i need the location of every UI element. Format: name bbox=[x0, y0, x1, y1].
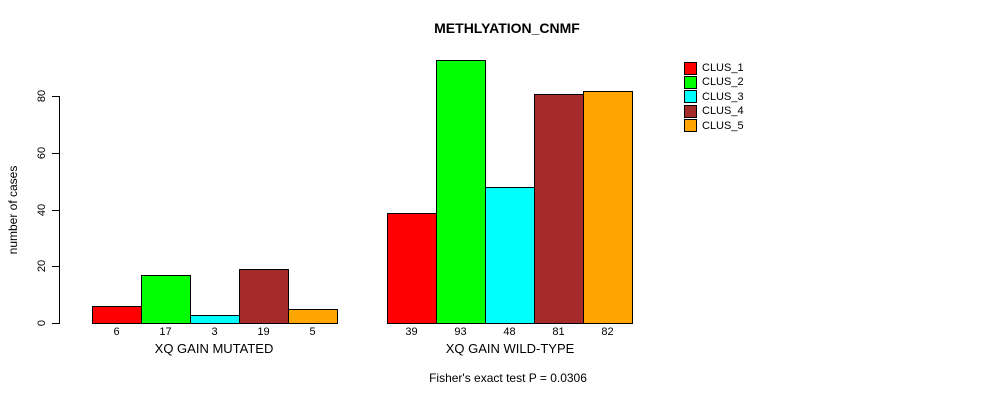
bar-count-label: 93 bbox=[454, 326, 467, 338]
legend: CLUS_1 CLUS_2 CLUS_3 CLUS_4 CLUS_5 bbox=[684, 61, 744, 133]
bar-count-label: 19 bbox=[257, 326, 270, 338]
y-tick-label: 60 bbox=[36, 146, 48, 160]
y-tick-mark bbox=[52, 323, 60, 324]
y-tick-label: 0 bbox=[36, 319, 48, 327]
y-tick-mark bbox=[52, 153, 60, 154]
bar-clus_1 bbox=[92, 306, 142, 324]
bar-count-label: 6 bbox=[113, 326, 120, 338]
legend-label: CLUS_1 bbox=[702, 62, 744, 74]
bar-clus_4 bbox=[239, 269, 289, 324]
bar-count-label: 39 bbox=[405, 326, 418, 338]
y-tick-label: 20 bbox=[36, 259, 48, 273]
legend-swatch-clus_3 bbox=[684, 90, 697, 104]
y-tick-label: 40 bbox=[36, 203, 48, 217]
bar-clus_3 bbox=[485, 187, 535, 324]
bar-count-label: 82 bbox=[601, 326, 614, 338]
legend-swatch-clus_1 bbox=[684, 61, 697, 75]
bar-count-label: 81 bbox=[552, 326, 565, 338]
y-axis-line bbox=[59, 96, 60, 323]
legend-item-clus_4: CLUS_4 bbox=[684, 104, 744, 118]
legend-label: CLUS_5 bbox=[702, 119, 744, 132]
legend-item-clus_1: CLUS_1 bbox=[684, 61, 744, 75]
legend-item-clus_5: CLUS_5 bbox=[684, 119, 744, 133]
y-tick-mark bbox=[52, 210, 60, 211]
y-tick-mark bbox=[52, 96, 60, 97]
legend-item-clus_3: CLUS_3 bbox=[684, 90, 744, 104]
x-group-label-mutated: XQ GAIN MUTATED bbox=[154, 341, 274, 356]
bar-clus_2 bbox=[436, 60, 486, 324]
legend-label: CLUS_4 bbox=[702, 105, 744, 118]
bar-clus_2 bbox=[141, 275, 191, 324]
bar-clus_3 bbox=[190, 315, 240, 324]
legend-swatch-clus_4 bbox=[684, 104, 697, 118]
legend-label: CLUS_3 bbox=[702, 90, 744, 103]
legend-swatch-clus_2 bbox=[684, 75, 697, 89]
bar-clus_5 bbox=[583, 91, 633, 324]
legend-swatch-clus_5 bbox=[684, 119, 697, 133]
bar-count-label: 3 bbox=[211, 326, 218, 338]
y-tick-label: 80 bbox=[36, 89, 48, 103]
fisher-test-annotation: Fisher's exact test P = 0.0306 bbox=[429, 371, 587, 385]
y-axis-label: number of cases bbox=[6, 165, 20, 255]
legend-item-clus_2: CLUS_2 bbox=[684, 75, 744, 89]
bar-clus_4 bbox=[534, 94, 584, 324]
bar-clus_1 bbox=[387, 213, 437, 324]
bar-count-label: 17 bbox=[159, 326, 172, 338]
x-group-label-wildtype: XQ GAIN WILD-TYPE bbox=[445, 341, 575, 356]
bar-count-label: 5 bbox=[309, 326, 316, 338]
legend-label: CLUS_2 bbox=[702, 76, 744, 89]
y-tick-mark bbox=[52, 266, 60, 267]
chart-title: METHLYATION_CNMF bbox=[434, 20, 580, 36]
bar-clus_5 bbox=[288, 309, 338, 324]
bar-count-label: 48 bbox=[503, 326, 516, 338]
